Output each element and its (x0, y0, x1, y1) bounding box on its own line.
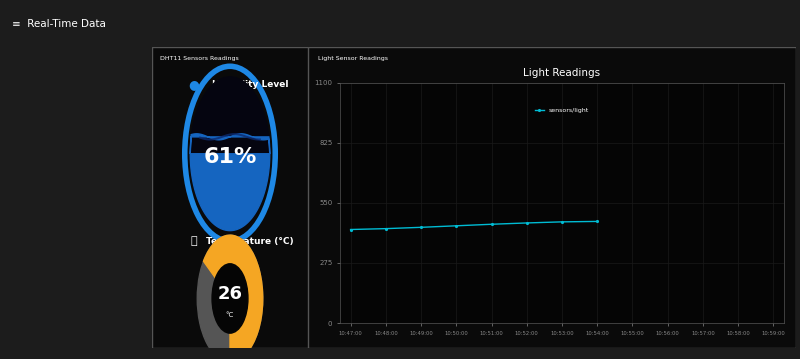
sensors/light (486, 222, 496, 227)
Wedge shape (198, 235, 262, 359)
Polygon shape (190, 134, 270, 230)
Text: DHT11 Sensors Readings: DHT11 Sensors Readings (160, 56, 238, 61)
Text: 🌡: 🌡 (191, 236, 198, 246)
Text: Temperature (°C): Temperature (°C) (206, 237, 294, 246)
Line: sensors/light: sensors/light (349, 220, 599, 231)
Text: °C: °C (226, 312, 234, 318)
sensors/light (346, 227, 355, 232)
sensors/light (416, 225, 426, 229)
FancyBboxPatch shape (308, 47, 796, 348)
Circle shape (212, 264, 248, 333)
Title: Light Readings: Light Readings (523, 67, 601, 78)
Text: Light Sensor Readings: Light Sensor Readings (318, 56, 388, 61)
Text: Humidity Level: Humidity Level (212, 80, 289, 89)
Wedge shape (203, 235, 262, 359)
sensors/light (557, 220, 566, 224)
Legend: sensors/light: sensors/light (532, 105, 592, 116)
Text: ●: ● (189, 78, 199, 91)
sensors/light (381, 227, 390, 231)
sensors/light (451, 224, 461, 228)
Text: 26: 26 (218, 285, 242, 303)
FancyBboxPatch shape (152, 47, 308, 348)
Circle shape (190, 77, 270, 230)
sensors/light (593, 219, 602, 224)
Text: 61%: 61% (203, 147, 257, 167)
sensors/light (522, 221, 531, 225)
Text: ≡  Real-Time Data: ≡ Real-Time Data (12, 19, 106, 29)
